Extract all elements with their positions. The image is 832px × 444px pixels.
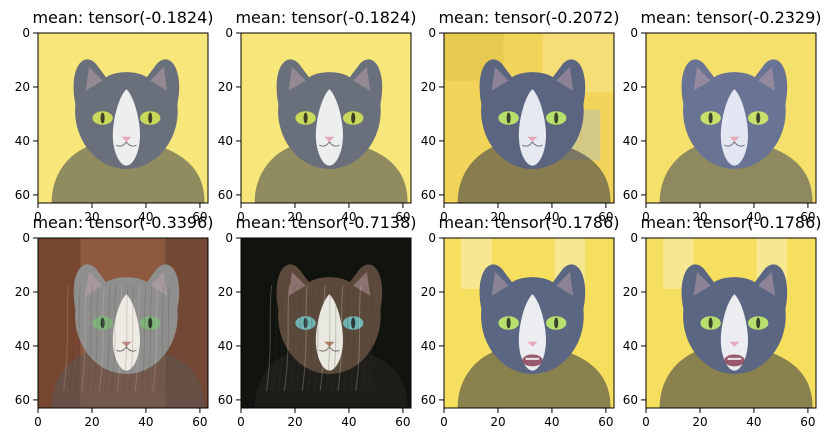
cat-photo: [444, 33, 614, 203]
x-tick-label: 20: [287, 210, 302, 224]
x-tick-label: 20: [84, 210, 99, 224]
x-tick-label: 60: [192, 415, 207, 429]
axes-frame: [645, 32, 817, 204]
axes-frame: [240, 32, 412, 204]
x-tick-label: 40: [341, 210, 356, 224]
y-tick-label: 40: [15, 339, 30, 353]
y-tick-label: 20: [15, 285, 30, 299]
y-tick-label: 0: [630, 231, 638, 245]
cat-photo: [241, 238, 411, 408]
x-tick-label: 20: [84, 415, 99, 429]
x-tick-label: 20: [490, 415, 505, 429]
x-tick-label: 40: [544, 210, 559, 224]
cat-photo: [444, 238, 614, 408]
x-tick-label: 0: [237, 210, 245, 224]
x-tick-label: 60: [395, 210, 410, 224]
subplot-title: mean: tensor(-0.1786): [438, 213, 619, 232]
y-tick-label: 20: [623, 285, 638, 299]
y-tick-label: 60: [218, 393, 233, 407]
cat-photo: [38, 238, 208, 408]
y-tick-label: 0: [428, 231, 436, 245]
y-tick-label: 60: [15, 393, 30, 407]
x-tick-label: 60: [598, 415, 613, 429]
cat-photo: [646, 238, 816, 408]
x-tick-label: 60: [192, 210, 207, 224]
x-tick-label: 60: [800, 415, 815, 429]
y-tick-label: 0: [22, 26, 30, 40]
x-tick-label: 0: [34, 415, 42, 429]
y-tick-label: 60: [421, 188, 436, 202]
x-tick-label: 0: [440, 210, 448, 224]
subplot-title: mean: tensor(-0.3396): [32, 213, 213, 232]
y-tick-label: 60: [623, 393, 638, 407]
y-tick-label: 20: [623, 80, 638, 94]
y-tick-label: 40: [15, 134, 30, 148]
y-tick-label: 60: [15, 188, 30, 202]
x-tick-label: 0: [34, 210, 42, 224]
y-tick-label: 20: [218, 285, 233, 299]
y-tick-label: 0: [225, 231, 233, 245]
subplot-title: mean: tensor(-0.2072): [438, 8, 619, 27]
subplot-title: mean: tensor(-0.1786): [640, 213, 821, 232]
x-tick-label: 60: [598, 210, 613, 224]
y-tick-label: 40: [218, 339, 233, 353]
x-tick-label: 0: [642, 210, 650, 224]
cat-photo: [38, 33, 208, 203]
y-tick-label: 20: [421, 80, 436, 94]
y-tick-label: 40: [421, 134, 436, 148]
x-tick-label: 20: [287, 415, 302, 429]
x-tick-label: 20: [490, 210, 505, 224]
x-tick-label: 40: [138, 210, 153, 224]
y-tick-label: 0: [22, 231, 30, 245]
subplot-title: mean: tensor(-0.7138): [235, 213, 416, 232]
x-tick-label: 40: [341, 415, 356, 429]
x-tick-label: 40: [746, 415, 761, 429]
x-tick-label: 60: [395, 415, 410, 429]
y-tick-label: 0: [630, 26, 638, 40]
y-tick-label: 60: [218, 188, 233, 202]
y-tick-label: 0: [225, 26, 233, 40]
y-tick-label: 60: [623, 188, 638, 202]
axes-frame: [443, 32, 615, 204]
axes-frame: [645, 237, 817, 409]
x-tick-label: 40: [544, 415, 559, 429]
y-tick-label: 60: [421, 393, 436, 407]
axes-frame: [37, 32, 209, 204]
y-tick-label: 40: [623, 339, 638, 353]
y-tick-label: 0: [428, 26, 436, 40]
x-tick-label: 20: [692, 415, 707, 429]
x-tick-label: 0: [440, 415, 448, 429]
x-tick-label: 60: [800, 210, 815, 224]
x-tick-label: 0: [642, 415, 650, 429]
cat-photo: [241, 33, 411, 203]
y-tick-label: 20: [15, 80, 30, 94]
x-tick-label: 40: [138, 415, 153, 429]
subplot-title: mean: tensor(-0.1824): [32, 8, 213, 27]
y-tick-label: 40: [421, 339, 436, 353]
axes-frame: [443, 237, 615, 409]
x-tick-label: 40: [746, 210, 761, 224]
y-tick-label: 40: [623, 134, 638, 148]
y-tick-label: 20: [421, 285, 436, 299]
y-tick-label: 40: [218, 134, 233, 148]
subplot-title: mean: tensor(-0.1824): [235, 8, 416, 27]
axes-frame: [37, 237, 209, 409]
x-tick-label: 0: [237, 415, 245, 429]
subplot-title: mean: tensor(-0.2329): [640, 8, 821, 27]
cat-photo: [646, 33, 816, 203]
y-tick-label: 20: [218, 80, 233, 94]
axes-frame: [240, 237, 412, 409]
x-tick-label: 20: [692, 210, 707, 224]
